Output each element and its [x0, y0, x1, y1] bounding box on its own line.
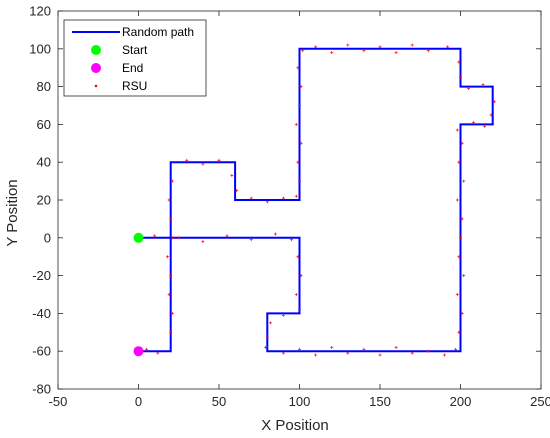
axes: -50 0 50 100 150 200 250 -80 -60 -40 -20 0 20 40 60 80 1… — [29, 4, 550, 410]
x-tick-label: 150 — [369, 394, 391, 409]
x-tick-label: 200 — [450, 394, 472, 409]
y-tick-label: 40 — [37, 155, 51, 170]
y-tick-label: -60 — [32, 344, 51, 359]
y-tick-label: 60 — [37, 117, 51, 132]
start-marker — [133, 232, 144, 243]
legend-rsu-icon — [94, 84, 98, 88]
y-tick-label: 100 — [29, 41, 51, 56]
legend-label-random-path: Random path — [122, 25, 194, 39]
y-tick-label: 20 — [37, 193, 51, 208]
y-tick-label: -80 — [32, 382, 51, 397]
legend-end-icon — [91, 63, 101, 73]
legend-start-icon — [91, 45, 101, 55]
y-tick-label: -40 — [32, 306, 51, 321]
legend-label-rsu: RSU — [122, 79, 147, 93]
legend-label-end: End — [122, 61, 143, 75]
legend: Random path Start End RSU — [63, 19, 207, 97]
random-path-line — [138, 47, 494, 353]
x-tick-label: 100 — [289, 394, 311, 409]
y-tick-label: 0 — [44, 230, 51, 245]
x-tick-label: 50 — [212, 394, 226, 409]
y-tick-label: 80 — [37, 79, 51, 94]
y-tick-label: -20 — [32, 268, 51, 283]
y-axis-title: Y Position — [4, 179, 21, 246]
x-axis-title: X Position — [261, 417, 329, 434]
end-marker — [133, 346, 144, 357]
x-tick-label: -50 — [49, 394, 68, 409]
plot-area — [133, 43, 496, 357]
x-tick-label: 0 — [135, 394, 142, 409]
x-tick-label: 250 — [530, 394, 550, 409]
y-tick-label: 120 — [29, 4, 51, 19]
legend-label-start: Start — [122, 43, 148, 57]
